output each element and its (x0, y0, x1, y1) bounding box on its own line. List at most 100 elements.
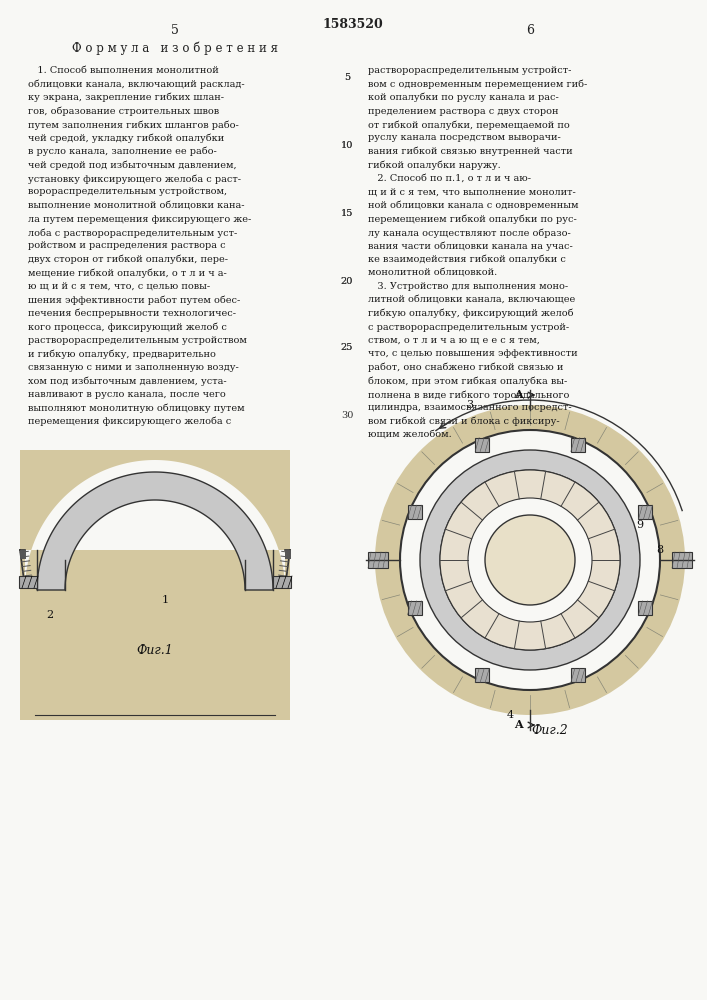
Text: кой опалубки по руслу канала и рас-: кой опалубки по руслу канала и рас- (368, 93, 559, 103)
Text: 20: 20 (341, 277, 354, 286)
Circle shape (485, 515, 575, 605)
Text: 5: 5 (171, 23, 179, 36)
Text: ством, о т л и ч а ю щ е е с я тем,: ством, о т л и ч а ю щ е е с я тем, (368, 336, 540, 345)
Text: 1. Способ выполнения монолитной: 1. Способ выполнения монолитной (28, 66, 218, 75)
Text: ла путем перемещения фиксирующего же-: ла путем перемещения фиксирующего же- (28, 215, 251, 224)
Text: полнена в виде гибкого тороидального: полнена в виде гибкого тороидального (368, 390, 569, 399)
Text: Ф о р м у л а   и з о б р е т е н и я: Ф о р м у л а и з о б р е т е н и я (72, 41, 278, 55)
Text: установку фиксирующего желоба с раст-: установку фиксирующего желоба с раст- (28, 174, 241, 184)
FancyBboxPatch shape (571, 668, 585, 682)
Text: растворораспределительным устройством: растворораспределительным устройством (28, 336, 247, 345)
Text: 15: 15 (341, 210, 354, 219)
Text: кого процесса, фиксирующий желоб с: кого процесса, фиксирующий желоб с (28, 322, 227, 332)
FancyBboxPatch shape (273, 576, 291, 588)
Circle shape (468, 498, 592, 622)
Text: руслу канала посредством выворачи-: руслу канала посредством выворачи- (368, 133, 561, 142)
Text: 1: 1 (161, 595, 168, 605)
Text: что, с целью повышения эффективности: что, с целью повышения эффективности (368, 350, 578, 359)
Text: шения эффективности работ путем обес-: шения эффективности работ путем обес- (28, 296, 240, 305)
Text: и гибкую опалубку, предварительно: и гибкую опалубку, предварительно (28, 350, 216, 359)
Text: 3. Устройство для выполнения моно-: 3. Устройство для выполнения моно- (368, 282, 568, 291)
Text: вания части облицовки канала на учас-: вания части облицовки канала на учас- (368, 241, 573, 251)
Text: Фиг.1: Фиг.1 (136, 644, 173, 656)
FancyBboxPatch shape (638, 505, 653, 519)
Text: 8: 8 (656, 545, 664, 555)
Text: перемещения фиксирующего желоба с: перемещения фиксирующего желоба с (28, 417, 231, 426)
Text: ной облицовки канала с одновременным: ной облицовки канала с одновременным (368, 201, 578, 211)
Text: 5: 5 (617, 605, 624, 615)
Text: вом гибкой связи и блока с фиксиру-: вом гибкой связи и блока с фиксиру- (368, 417, 560, 426)
Text: перемещением гибкой опалубки по рус-: перемещением гибкой опалубки по рус- (368, 215, 577, 224)
Circle shape (375, 405, 685, 715)
Text: ворораспределительным устройством,: ворораспределительным устройством, (28, 188, 227, 196)
Text: выполняют монолитную облицовку путем: выполняют монолитную облицовку путем (28, 403, 245, 413)
Text: двух сторон от гибкой опалубки, пере-: двух сторон от гибкой опалубки, пере- (28, 255, 228, 264)
Text: в русло канала, заполнение ее рабо-: в русло канала, заполнение ее рабо- (28, 147, 217, 156)
Text: 30: 30 (341, 412, 354, 420)
Text: 25: 25 (341, 344, 354, 353)
FancyBboxPatch shape (571, 438, 585, 452)
Text: 20: 20 (341, 277, 354, 286)
Text: A: A (514, 720, 522, 730)
FancyBboxPatch shape (475, 438, 489, 452)
Text: 4: 4 (506, 710, 513, 720)
Text: чей средой, укладку гибкой опалубки: чей средой, укладку гибкой опалубки (28, 133, 224, 143)
Circle shape (440, 470, 620, 650)
Text: щ и й с я тем, что выполнение монолит-: щ и й с я тем, что выполнение монолит- (368, 188, 575, 196)
FancyBboxPatch shape (475, 668, 489, 682)
Text: ке взаимодействия гибкой опалубки с: ке взаимодействия гибкой опалубки с (368, 255, 566, 264)
Text: хом под избыточным давлением, уста-: хом под избыточным давлением, уста- (28, 376, 227, 386)
Text: цилиндра, взаимосвязанного посредст-: цилиндра, взаимосвязанного посредст- (368, 403, 572, 412)
FancyBboxPatch shape (19, 576, 37, 588)
FancyBboxPatch shape (638, 601, 653, 615)
Text: 6: 6 (526, 23, 534, 36)
Text: A: A (514, 389, 522, 400)
FancyBboxPatch shape (672, 552, 692, 568)
Polygon shape (20, 450, 290, 720)
Text: лоба с растворораспределительным уст-: лоба с растворораспределительным уст- (28, 228, 238, 237)
Text: 1: 1 (436, 540, 443, 550)
Text: гов, образование строительных швов: гов, образование строительных швов (28, 106, 219, 116)
Text: мещение гибкой опалубки, о т л и ч а-: мещение гибкой опалубки, о т л и ч а- (28, 268, 227, 278)
Text: связанную с ними и заполненную возду-: связанную с ними и заполненную возду- (28, 363, 239, 372)
Text: монолитной облицовкой.: монолитной облицовкой. (368, 268, 497, 277)
Text: путем заполнения гибких шлангов рабо-: путем заполнения гибких шлангов рабо- (28, 120, 239, 129)
Text: 10: 10 (341, 141, 354, 150)
Text: лу канала осуществляют после образо-: лу канала осуществляют после образо- (368, 228, 571, 237)
Text: Фиг.2: Фиг.2 (532, 724, 568, 736)
FancyBboxPatch shape (407, 505, 421, 519)
Text: 5: 5 (344, 74, 350, 83)
FancyBboxPatch shape (368, 552, 388, 568)
Text: 25: 25 (341, 344, 354, 353)
Text: ю щ и й с я тем, что, с целью повы-: ю щ и й с я тем, что, с целью повы- (28, 282, 210, 291)
Text: 1583520: 1583520 (322, 18, 383, 31)
Circle shape (400, 430, 660, 690)
Text: гибкую опалубку, фиксирующий желоб: гибкую опалубку, фиксирующий желоб (368, 309, 573, 318)
Text: ку экрана, закрепление гибких шлан-: ку экрана, закрепление гибких шлан- (28, 93, 224, 103)
Text: чей средой под избыточным давлением,: чей средой под избыточным давлением, (28, 160, 237, 170)
Text: вания гибкой связью внутренней части: вания гибкой связью внутренней части (368, 147, 573, 156)
Text: гибкой опалубки наружу.: гибкой опалубки наружу. (368, 160, 501, 170)
Text: вом с одновременным перемещением гиб-: вом с одновременным перемещением гиб- (368, 80, 588, 89)
Text: растворораспределительным устройст-: растворораспределительным устройст- (368, 66, 571, 75)
Text: 15: 15 (341, 210, 354, 219)
Polygon shape (37, 472, 273, 590)
Text: литной облицовки канала, включающее: литной облицовки канала, включающее (368, 296, 575, 304)
Circle shape (440, 470, 620, 650)
Text: от гибкой опалубки, перемещаемой по: от гибкой опалубки, перемещаемой по (368, 120, 570, 129)
FancyBboxPatch shape (407, 601, 421, 615)
Text: навливают в русло канала, после чего: навливают в русло канала, после чего (28, 390, 226, 399)
Text: 10: 10 (341, 141, 354, 150)
Text: облицовки канала, включающий расклад-: облицовки канала, включающий расклад- (28, 80, 245, 89)
Text: 9: 9 (636, 520, 643, 530)
Text: блоком, при этом гибкая опалубка вы-: блоком, при этом гибкая опалубка вы- (368, 376, 567, 386)
Text: пределением раствора с двух сторон: пределением раствора с двух сторон (368, 106, 559, 115)
Text: 10: 10 (608, 495, 622, 505)
Text: 5: 5 (344, 74, 350, 83)
Text: ройством и распределения раствора с: ройством и распределения раствора с (28, 241, 226, 250)
Text: работ, оно снабжено гибкой связью и: работ, оно снабжено гибкой связью и (368, 363, 563, 372)
Circle shape (420, 450, 640, 670)
Text: печения беспрерывности технологичес-: печения беспрерывности технологичес- (28, 309, 236, 318)
Text: с растворораспределительным устрой-: с растворораспределительным устрой- (368, 322, 569, 332)
Text: 3: 3 (467, 400, 474, 410)
